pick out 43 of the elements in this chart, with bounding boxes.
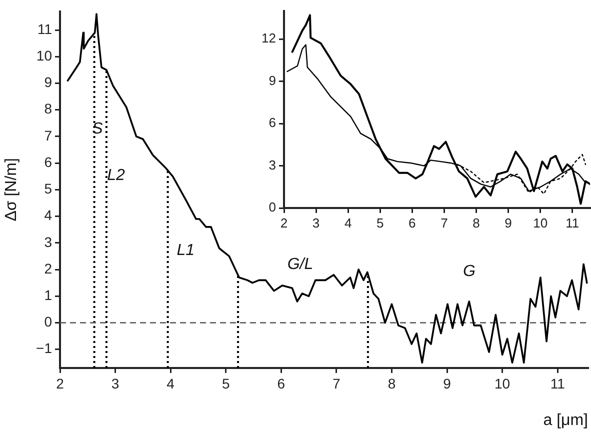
y-tick-label: 3 bbox=[268, 157, 276, 172]
annotation: L1 bbox=[176, 242, 195, 259]
y-tick-label: 0 bbox=[268, 200, 276, 215]
y-tick-label: 9 bbox=[268, 72, 276, 88]
x-tick-label: 5 bbox=[222, 375, 230, 392]
y-tick-label: 6 bbox=[44, 154, 52, 170]
x-tick-label: 10 bbox=[533, 215, 548, 230]
y-tick-label: 3 bbox=[44, 234, 52, 250]
y-tick-label: 2 bbox=[44, 260, 52, 276]
y-tick-label: 12 bbox=[262, 30, 276, 46]
y-axis-title: Δσ [N/m] bbox=[3, 158, 20, 222]
y-tick-label: −1 bbox=[36, 340, 52, 356]
y-tick-label: 9 bbox=[44, 74, 52, 90]
y-tick-label: 11 bbox=[37, 20, 52, 37]
x-tick-label: 2 bbox=[280, 215, 288, 230]
annotation: L2 bbox=[107, 166, 125, 184]
x-tick-label: 10 bbox=[494, 375, 510, 392]
annotation: G/L bbox=[287, 256, 314, 274]
annotation: S bbox=[92, 120, 104, 138]
x-tick-label: 2 bbox=[56, 375, 64, 392]
x-tick-label: 7 bbox=[440, 215, 448, 230]
x-tick-label: 6 bbox=[408, 215, 416, 230]
y-tick-label: 0 bbox=[44, 314, 52, 330]
x-tick-label: 7 bbox=[332, 375, 341, 392]
y-tick-label: 5 bbox=[44, 180, 52, 197]
x-axis-title: a [μm] bbox=[543, 412, 588, 429]
y-tick-label: 7 bbox=[44, 127, 52, 144]
y-tick-label: 8 bbox=[44, 100, 52, 117]
x-tick-label: 4 bbox=[344, 215, 352, 230]
x-tick-label: 9 bbox=[504, 215, 512, 230]
x-tick-label: 4 bbox=[166, 375, 175, 392]
x-tick-label: 5 bbox=[376, 215, 384, 230]
y-tick-label: 6 bbox=[268, 115, 276, 130]
x-tick-label: 11 bbox=[566, 215, 580, 230]
x-tick-label: 8 bbox=[388, 375, 396, 392]
x-tick-label: 11 bbox=[550, 375, 566, 392]
y-tick-label: 10 bbox=[36, 48, 52, 64]
x-tick-label: 3 bbox=[111, 375, 120, 392]
x-tick-label: 3 bbox=[312, 215, 320, 230]
annotation: G bbox=[462, 263, 476, 280]
x-tick-label: 9 bbox=[443, 375, 452, 392]
y-tick-label: 1 bbox=[44, 287, 52, 304]
x-tick-label: 8 bbox=[472, 215, 480, 230]
